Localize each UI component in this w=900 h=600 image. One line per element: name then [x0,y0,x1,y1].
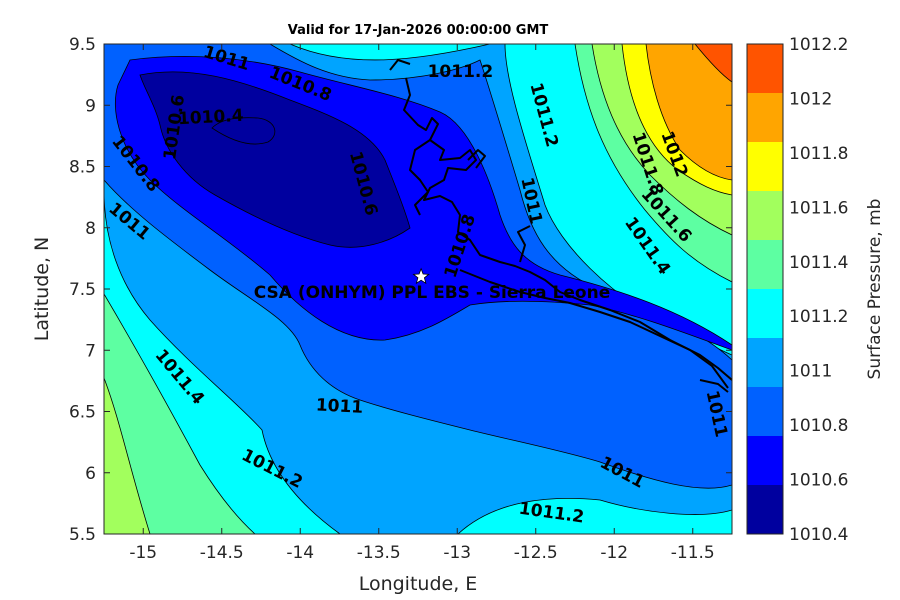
colorbar-swatch [747,44,783,93]
x-axis-label: Longitude, E [359,573,478,595]
colorbar-tick-label: 1010.8 [789,416,848,436]
colorbar-tick-label: 1011.8 [789,144,848,164]
colorbar-frame [746,43,784,535]
colorbar-tick-label: 1010.4 [789,525,848,545]
colorbar-swatch [747,191,783,240]
x-tick-label: -13 [443,543,471,563]
colorbar-tick-label: 1010.6 [789,471,848,491]
site-label: CSA (ONHYM) PPL EBS - Sierra Leone [254,283,611,303]
colorbar-tick-label: 1011.6 [789,198,848,218]
colorbar-tick-label: 1011.4 [789,253,848,273]
colorbar-swatch [747,93,783,142]
y-tick-label: 9.5 [69,35,96,55]
y-tick-label: 8 [85,219,96,239]
x-tick-label: -14.5 [200,543,244,563]
colorbar-label: Surface Pressure, mb [865,199,885,380]
site-star-icon [412,267,430,285]
colorbar-tick-label: 1011.2 [789,307,848,327]
y-tick-label: 8.5 [69,158,96,178]
isobar-1010-4-inner [211,117,276,145]
site-marker: CSA (ONHYM) PPL EBS - Sierra Leone [254,267,611,303]
colorbar-tick-label: 1012 [789,89,832,109]
x-axis-ticks: -15 -14.5 -14 -13.5 -13 -12.5 -12 -11.5 [129,44,715,563]
y-tick-label: 9 [85,96,96,116]
map-title: Valid for 17-Jan-2026 00:00:00 GMT [287,23,549,38]
colorbar-swatch [747,289,783,338]
y-axis-label: Latitude, N [31,237,53,342]
x-tick-label: -11.5 [671,543,715,563]
colorbar-swatch [747,142,783,191]
y-axis-ticks: 5.5 6 6.5 7 7.5 8 8.5 9 9.5 [69,35,732,545]
pressure-field [104,44,732,534]
colorbar-tick-label: 1012.2 [789,35,848,55]
x-tick-label: -14 [286,543,314,563]
coastline [389,59,732,393]
colorbar-swatch [747,436,783,485]
y-tick-label: 6.5 [69,403,96,423]
x-tick-label: -12 [600,543,628,563]
colorbar-swatch [747,387,783,436]
x-tick-label: -13.5 [357,543,401,563]
pressure-band-1012-2 [694,44,732,83]
contour-label: 1011 [315,395,363,417]
y-tick-label: 6 [85,464,96,484]
colorbar-swatch [747,485,783,534]
x-tick-label: -12.5 [514,543,558,563]
pressure-band-1010-4 [139,71,411,248]
pressure-band-1012 [645,44,732,181]
y-tick-label: 7.5 [69,280,96,300]
colorbar: 1010.4 1010.6 1010.8 1011 1011.2 1011.4 1011.6… [746,35,848,545]
colorbar-tick-label: 1011 [789,362,832,382]
colorbar-swatch [747,240,783,289]
colorbar-swatch [747,338,783,387]
contour-label: 1010.4 [177,106,244,129]
y-tick-label: 5.5 [69,525,96,545]
x-tick-label: -15 [129,543,157,563]
contour-label: 1011.2 [428,62,494,82]
y-tick-label: 7 [85,341,96,361]
pressure-band-1011-4-southwest [104,293,256,534]
